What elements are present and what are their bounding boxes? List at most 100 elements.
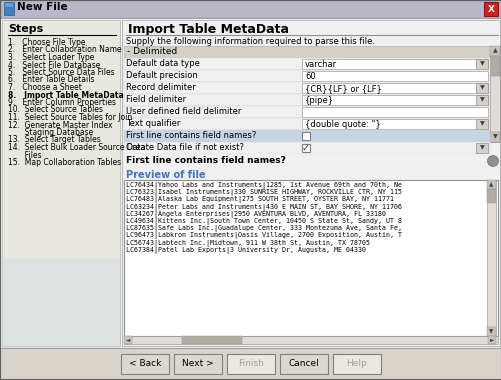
Bar xyxy=(0,348,501,380)
Bar xyxy=(302,107,487,117)
Bar xyxy=(124,336,132,344)
Text: LC56743|Labtech Inc.|Midtown, 911 W 38th St, Austin, TX 78705: LC56743|Labtech Inc.|Midtown, 911 W 38th… xyxy=(126,240,369,247)
Bar xyxy=(489,46,499,56)
Text: ►: ► xyxy=(489,337,493,342)
Bar xyxy=(182,336,241,344)
Bar xyxy=(2,258,120,348)
Text: User defined field delimiter: User defined field delimiter xyxy=(126,107,241,116)
Text: ▼: ▼ xyxy=(478,146,483,150)
Bar xyxy=(475,95,487,105)
Bar xyxy=(280,354,327,374)
Text: ▼: ▼ xyxy=(478,86,483,90)
Bar xyxy=(483,2,497,16)
Text: First line contains field names?: First line contains field names? xyxy=(126,131,256,140)
Bar xyxy=(486,189,495,203)
Bar xyxy=(124,154,489,168)
Text: ▼: ▼ xyxy=(488,329,492,334)
Text: 5.   Select Source Data Files: 5. Select Source Data Files xyxy=(8,68,114,77)
Bar xyxy=(124,58,489,70)
Text: X: X xyxy=(486,5,493,14)
Text: LC34267|Angela Enterprises|2950 AVENTURA BLVD, AVENTURA, FL 33180: LC34267|Angela Enterprises|2950 AVENTURA… xyxy=(126,211,385,218)
Bar xyxy=(302,83,487,93)
Text: ▼: ▼ xyxy=(478,122,483,127)
Bar xyxy=(332,354,380,374)
Text: Default data type: Default data type xyxy=(126,59,199,68)
Text: LC76323|Isabel Instruments|330 SUNRISE HIGHWAY, ROCKVILLE CTR, NY 115: LC76323|Isabel Instruments|330 SUNRISE H… xyxy=(126,189,401,196)
Text: 15.  Map Collaboration Tables: 15. Map Collaboration Tables xyxy=(8,158,121,167)
Bar xyxy=(124,94,489,106)
Bar xyxy=(0,0,501,18)
Bar xyxy=(302,59,487,69)
Bar xyxy=(302,95,487,105)
Bar xyxy=(124,82,489,94)
Text: varchar: varchar xyxy=(305,60,337,69)
Text: Supply the following information required to parse this file.: Supply the following information require… xyxy=(126,37,374,46)
Text: 10.  Select Source Tables: 10. Select Source Tables xyxy=(8,106,103,114)
Text: LC76434|Yahoo Labs and Instruments|1285, 1st Avenue 69th and 70th, Ne: LC76434|Yahoo Labs and Instruments|1285,… xyxy=(126,182,401,189)
Bar xyxy=(475,143,487,153)
Bar xyxy=(226,354,275,374)
Bar xyxy=(174,354,221,374)
Text: LC76483|Alaska Lab Equipment|275 SOUTH STREET, OYSTER BAY, NY 11771: LC76483|Alaska Lab Equipment|275 SOUTH S… xyxy=(126,196,393,203)
Bar xyxy=(121,354,169,374)
Text: Field delimiter: Field delimiter xyxy=(126,95,186,104)
Bar xyxy=(122,20,499,346)
Text: Import Table MetaData: Import Table MetaData xyxy=(128,23,289,36)
Text: 14.  Select Bulk Loader Source Data: 14. Select Bulk Loader Source Data xyxy=(8,143,145,152)
Text: Preview of file: Preview of file xyxy=(126,170,205,180)
Text: 2.   Enter Collaboration Name: 2. Enter Collaboration Name xyxy=(8,46,121,54)
Bar xyxy=(124,130,489,142)
Bar xyxy=(302,144,310,152)
Text: ▼: ▼ xyxy=(478,98,483,103)
Text: Cancel: Cancel xyxy=(288,359,319,369)
Text: New File: New File xyxy=(17,2,68,12)
Text: ▼: ▼ xyxy=(491,135,496,139)
Text: LC63234|Peter Labs and Instruments|430 E MAIN ST, BAY SHORE, NY 11706: LC63234|Peter Labs and Instruments|430 E… xyxy=(126,204,401,211)
Text: LC87635|Safe Labs Inc.|Guadalupe Center, 333 Montezuma Ave, Santa Fe,: LC87635|Safe Labs Inc.|Guadalupe Center,… xyxy=(126,225,401,232)
Bar xyxy=(124,142,489,154)
Text: 3.   Select Loader Type: 3. Select Loader Type xyxy=(8,53,94,62)
Bar xyxy=(5,3,13,7)
Text: 6.   Enter Table Details: 6. Enter Table Details xyxy=(8,76,94,84)
Bar xyxy=(489,132,499,142)
Bar xyxy=(487,336,495,344)
Text: Create Data file if not exist?: Create Data file if not exist? xyxy=(126,143,243,152)
Text: 7.   Choose a Sheet: 7. Choose a Sheet xyxy=(8,83,82,92)
Text: ▼: ▼ xyxy=(478,62,483,66)
Text: Next >: Next > xyxy=(182,359,213,369)
Text: < Back: < Back xyxy=(129,359,161,369)
Text: LC49634|Kittens Inc.|South Town Center, 10450 S State St, Sandy, UT 8: LC49634|Kittens Inc.|South Town Center, … xyxy=(126,218,401,225)
Text: {double quote: "}: {double quote: "} xyxy=(305,120,380,129)
Text: ✓: ✓ xyxy=(301,143,310,153)
Text: 8.   Import Table MetaData: 8. Import Table MetaData xyxy=(8,90,124,100)
Text: Steps: Steps xyxy=(8,24,43,34)
Bar xyxy=(475,59,487,69)
Text: ▲: ▲ xyxy=(488,182,492,187)
Text: Staging Database: Staging Database xyxy=(8,128,93,137)
Text: Record delimiter: Record delimiter xyxy=(126,83,195,92)
Text: 4.   Select File Database: 4. Select File Database xyxy=(8,60,100,70)
Text: 1.   Choose File Type: 1. Choose File Type xyxy=(8,38,85,47)
Bar xyxy=(302,71,487,81)
Bar xyxy=(124,180,497,336)
Text: 60: 60 xyxy=(305,72,315,81)
Circle shape xyxy=(486,155,497,166)
Text: LC96473|Labkron Instruments|Oasis Village, 2700 Exposition, Austin, T: LC96473|Labkron Instruments|Oasis Villag… xyxy=(126,233,401,239)
Text: 11.  Select Source Tables for Join: 11. Select Source Tables for Join xyxy=(8,113,132,122)
Bar xyxy=(124,106,489,118)
Bar xyxy=(475,83,487,93)
Bar xyxy=(0,0,501,18)
Text: ▲: ▲ xyxy=(491,49,496,54)
Text: 9.   Enter Column Properties: 9. Enter Column Properties xyxy=(8,98,116,107)
Bar xyxy=(486,327,495,336)
Text: Help: Help xyxy=(346,359,367,369)
Bar xyxy=(486,180,495,189)
Bar xyxy=(124,118,489,130)
Bar xyxy=(124,46,491,58)
Bar xyxy=(489,56,499,76)
Bar xyxy=(302,132,310,140)
Text: LC67384|Patel Lab Exports|3 University Dr, Augusta, ME 04330: LC67384|Patel Lab Exports|3 University D… xyxy=(126,247,365,254)
Bar xyxy=(486,180,495,336)
Text: Default precision: Default precision xyxy=(126,71,197,80)
Bar xyxy=(302,119,487,129)
